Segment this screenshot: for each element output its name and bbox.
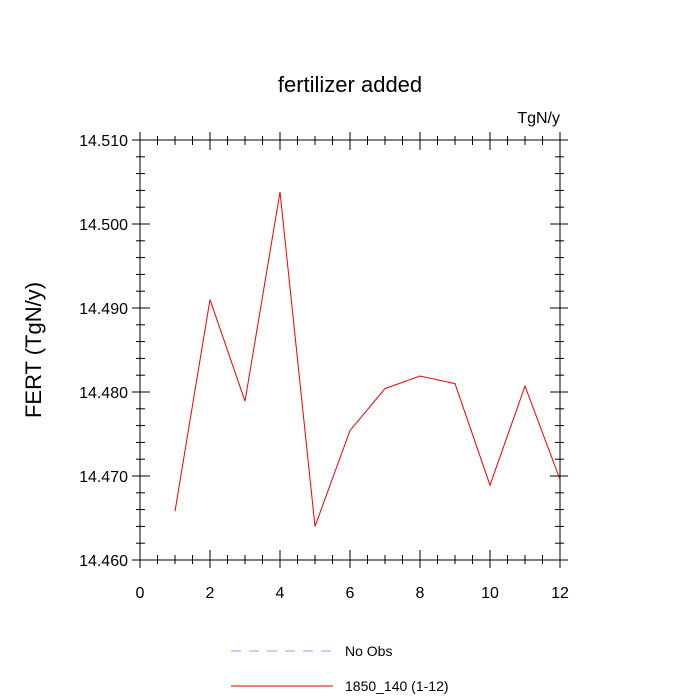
y-tick-label: 14.510 xyxy=(79,133,128,150)
plot-frame xyxy=(139,139,561,561)
legend: No Obs 1850_140 (1-12) xyxy=(231,643,449,694)
legend-label-0: No Obs xyxy=(345,643,392,659)
x-tick-label: 2 xyxy=(206,585,215,602)
y-tick-label: 14.470 xyxy=(79,469,128,486)
legend-label-1: 1850_140 (1-12) xyxy=(345,678,449,694)
y-tick-label: 14.500 xyxy=(79,217,128,234)
x-tick-label: 12 xyxy=(551,585,569,602)
y-axis-label: FERT (TgN/y) xyxy=(21,282,46,418)
units-label: TgN/y xyxy=(517,110,560,127)
y-tick-labels: 14.460 14.470 14.480 14.490 14.500 14.510 xyxy=(79,133,128,570)
minor-ticks xyxy=(136,136,564,564)
y-tick-label: 14.490 xyxy=(79,301,128,318)
x-tick-labels: 0 2 4 6 8 10 12 xyxy=(136,585,569,602)
x-tick-label: 8 xyxy=(416,585,425,602)
x-tick-label: 6 xyxy=(346,585,355,602)
y-tick-label: 14.460 xyxy=(79,553,128,570)
series-line-1 xyxy=(174,192,561,527)
x-tick-label: 0 xyxy=(136,585,145,602)
x-tick-label: 10 xyxy=(481,585,499,602)
chart-title: fertilizer added xyxy=(278,72,422,97)
major-ticks xyxy=(132,132,568,568)
series-lines xyxy=(174,192,561,527)
y-tick-label: 14.480 xyxy=(79,385,128,402)
x-tick-label: 4 xyxy=(276,585,285,602)
